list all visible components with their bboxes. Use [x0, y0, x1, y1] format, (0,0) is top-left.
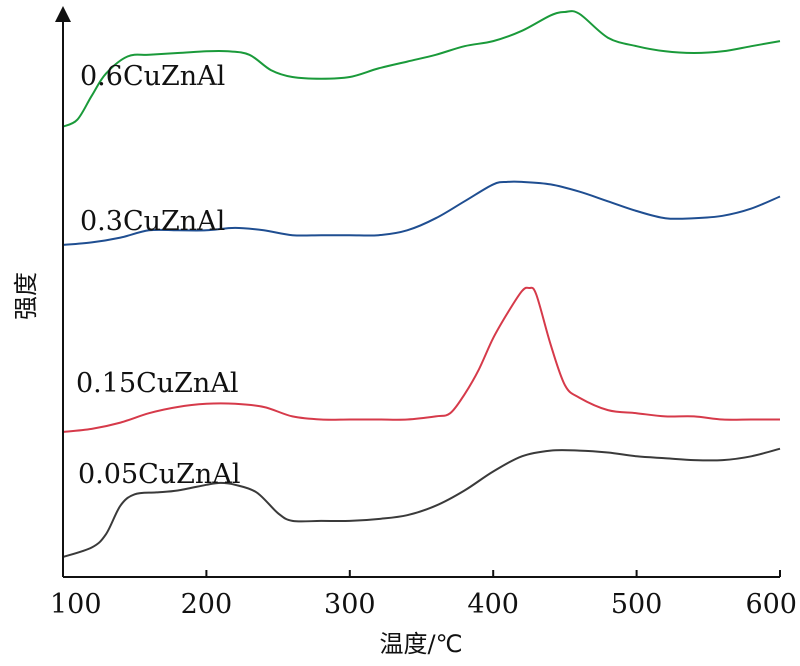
- series-label-3: 0.05CuZnAl: [78, 459, 240, 490]
- series-line-2: [62, 286, 780, 433]
- axes: [55, 6, 781, 578]
- x-tick-label: 200: [181, 589, 233, 620]
- x-tick-label: 500: [611, 589, 663, 620]
- series-line-1: [62, 180, 781, 246]
- x-tick-label: 600: [745, 589, 797, 620]
- x-axis-title: 温度/℃: [379, 630, 462, 658]
- plot-area: [62, 10, 781, 558]
- series-label-1: 0.3CuZnAl: [80, 206, 225, 237]
- series-labels: 0.6CuZnAl 0.3CuZnAl 0.15CuZnAl 0.05CuZnAl: [76, 61, 240, 490]
- series-label-0: 0.6CuZnAl: [80, 61, 225, 92]
- y-axis-title: 强度: [12, 272, 40, 320]
- series-line-3: [62, 447, 781, 558]
- series-label-2: 0.15CuZnAl: [76, 368, 238, 399]
- x-tick-label: 400: [467, 589, 519, 620]
- x-tick-label: 300: [324, 589, 376, 620]
- x-tick-labels: 100 200 300 400 500 600: [50, 589, 797, 620]
- series-line-0: [62, 10, 781, 128]
- x-tick-label: 100: [50, 589, 102, 620]
